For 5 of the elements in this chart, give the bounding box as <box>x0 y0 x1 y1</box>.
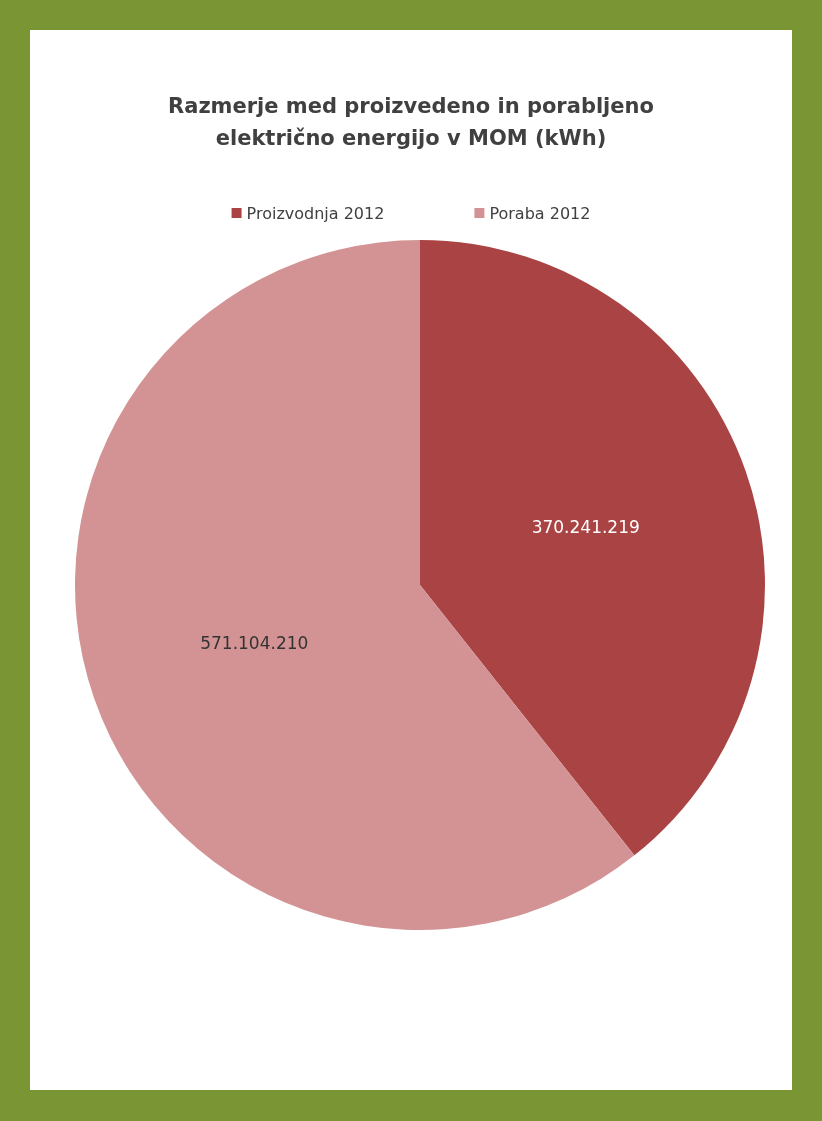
legend-label: Poraba 2012 <box>489 203 591 223</box>
chart-title: Razmerje med proizvedeno in porabljeno električno energijo v MOM (kWh) <box>168 94 654 150</box>
legend-label: Proizvodnja 2012 <box>246 203 385 223</box>
data-label: 370.241.219 <box>531 517 640 538</box>
data-label: 571.104.210 <box>200 632 309 653</box>
